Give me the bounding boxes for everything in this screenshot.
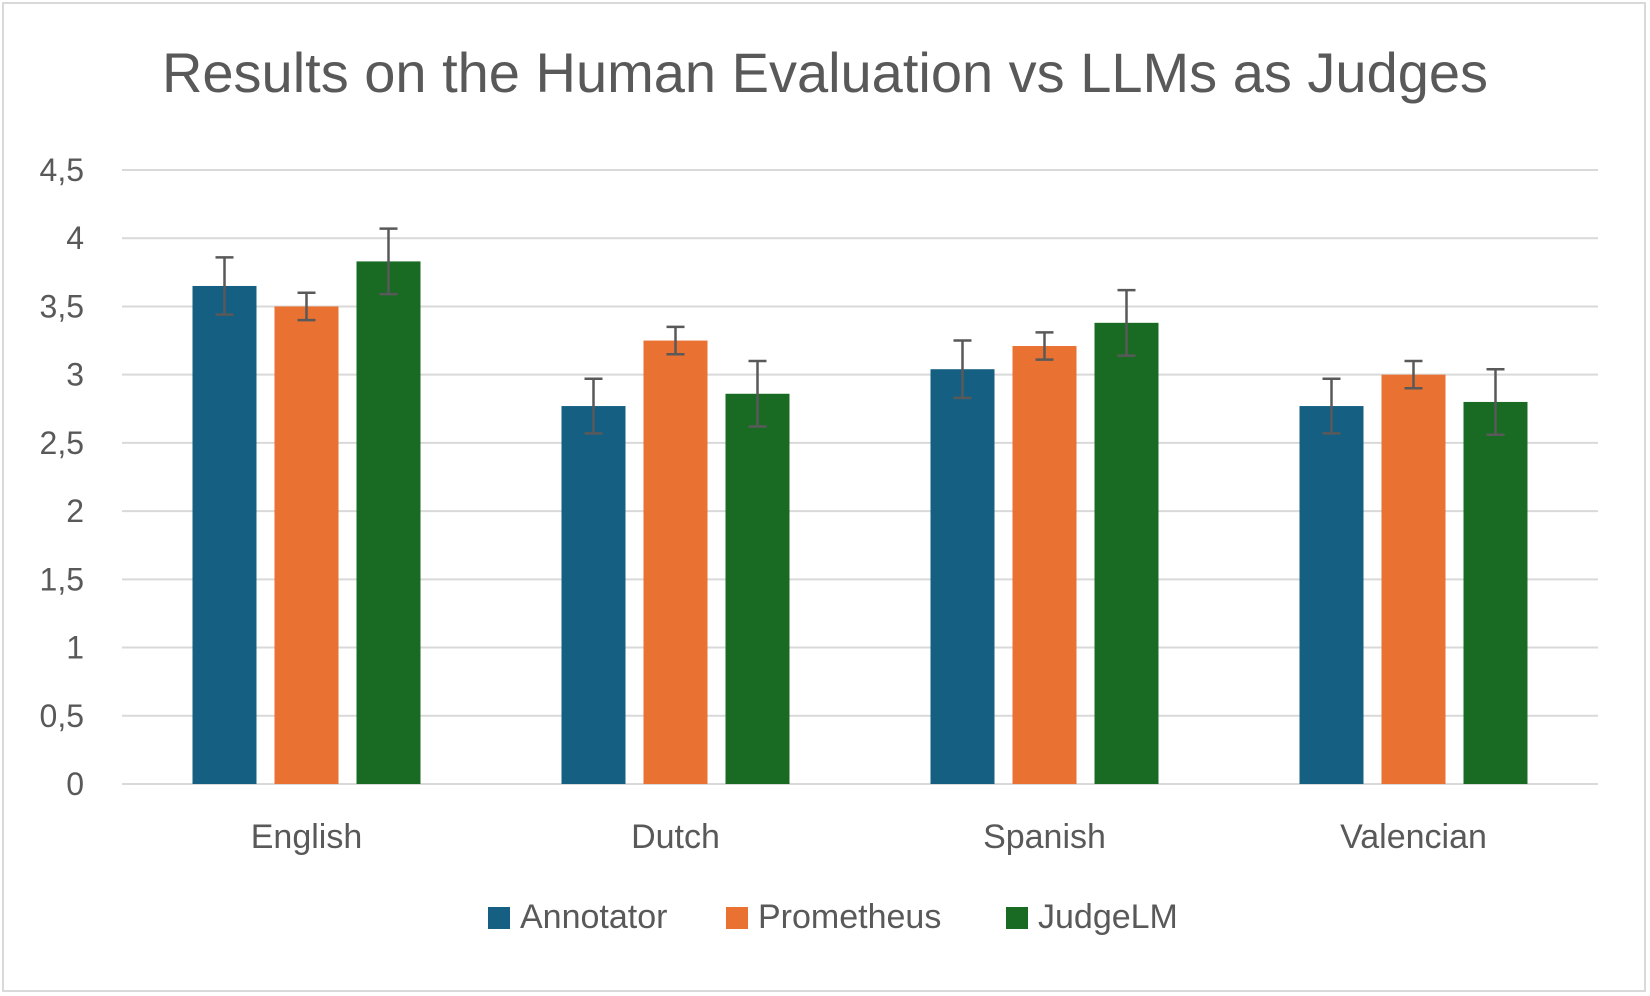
legend: Annotator Prometheus JudgeLM xyxy=(488,898,1178,936)
x-axis-categories: English Dutch Spanish Valencian xyxy=(251,818,1487,856)
bar-judgelm-english xyxy=(356,261,421,784)
error-bar-annotator-spanish xyxy=(953,339,972,400)
legend-item-prometheus: Prometheus xyxy=(726,898,941,936)
x-category-label: Spanish xyxy=(983,818,1106,856)
bar-annotator-valencian xyxy=(1299,406,1364,784)
y-tick-label: 2 xyxy=(66,493,84,529)
legend-item-judgelm: JudgeLM xyxy=(1006,898,1178,936)
y-tick-label: 3,5 xyxy=(40,288,84,324)
error-bar-judgelm-dutch xyxy=(748,359,767,428)
error-bar-prometheus-dutch xyxy=(666,325,685,356)
y-tick-label: 3 xyxy=(66,357,84,393)
bar-judgelm-dutch xyxy=(725,393,790,784)
error-bar-prometheus-spanish xyxy=(1035,331,1054,361)
error-bar-annotator-dutch xyxy=(584,377,603,435)
y-tick-label: 1 xyxy=(66,630,84,666)
x-category-label: Dutch xyxy=(631,818,720,856)
error-bar-judgelm-valencian xyxy=(1486,367,1505,436)
error-bar-judgelm-english xyxy=(379,227,398,296)
legend-swatch xyxy=(726,907,748,929)
bar-prometheus-spanish xyxy=(1012,346,1077,784)
y-tick-label: 1,5 xyxy=(40,561,84,597)
y-tick-label: 0 xyxy=(66,766,84,802)
error-bar-judgelm-spanish xyxy=(1117,288,1136,357)
bar-annotator-dutch xyxy=(561,406,626,784)
error-bars xyxy=(215,227,1505,436)
y-tick-label: 4 xyxy=(66,220,84,256)
y-tick-label: 4,5 xyxy=(40,152,84,188)
y-tick-label: 0,5 xyxy=(40,698,84,734)
bar-prometheus-english xyxy=(274,306,339,784)
legend-label: Prometheus xyxy=(758,898,941,936)
legend-swatch xyxy=(488,907,510,929)
legend-item-annotator: Annotator xyxy=(488,898,667,936)
chart-title: Results on the Human Evaluation vs LLMs … xyxy=(161,41,1489,104)
legend-swatch xyxy=(1006,907,1028,929)
gridlines xyxy=(122,169,1598,785)
legend-label: JudgeLM xyxy=(1038,898,1178,936)
bars xyxy=(192,261,1528,784)
bar-annotator-spanish xyxy=(930,369,995,784)
error-bar-annotator-valencian xyxy=(1322,377,1341,435)
error-bar-annotator-english xyxy=(215,256,234,316)
y-tick-label: 2,5 xyxy=(40,425,84,461)
x-category-label: English xyxy=(251,818,363,856)
bar-prometheus-valencian xyxy=(1381,374,1446,784)
bar-judgelm-valencian xyxy=(1463,401,1528,784)
error-bar-prometheus-english xyxy=(297,291,316,322)
bar-annotator-english xyxy=(192,285,257,784)
bar-prometheus-dutch xyxy=(643,340,708,784)
legend-label: Annotator xyxy=(520,898,667,936)
bar-judgelm-spanish xyxy=(1094,322,1159,784)
x-category-label: Valencian xyxy=(1340,818,1487,856)
y-axis-ticks: 0 0,5 1 1,5 2 2,5 3 3,5 4 4,5 xyxy=(40,152,84,802)
error-bar-prometheus-valencian xyxy=(1404,359,1423,390)
